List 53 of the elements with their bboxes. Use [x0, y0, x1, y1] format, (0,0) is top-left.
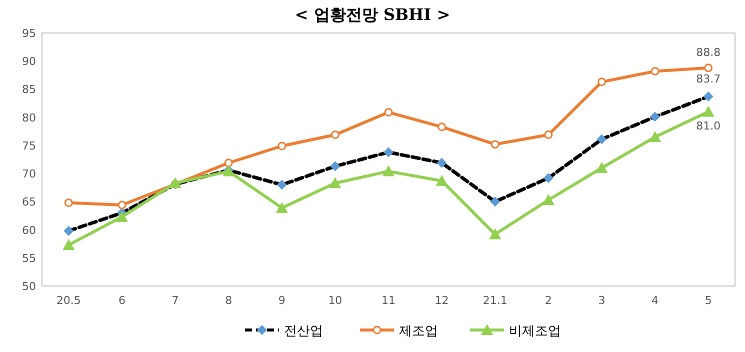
y-tick-label: 95 — [22, 27, 36, 40]
point — [650, 66, 660, 76]
x-tick-label: 4 — [652, 294, 659, 307]
point — [224, 158, 233, 168]
point — [597, 78, 606, 86]
x-tick-label: 3 — [598, 294, 606, 307]
y-tick-label: 75 — [22, 139, 36, 152]
point — [330, 130, 340, 140]
point — [544, 130, 553, 140]
point — [329, 177, 342, 188]
legend-label: 제조업 — [399, 324, 438, 339]
point — [116, 210, 128, 222]
y-tick-label: 90 — [22, 55, 36, 68]
data-label: 83.7 — [696, 72, 721, 86]
point — [649, 131, 662, 142]
point — [382, 165, 394, 176]
y-tick-label: 50 — [22, 280, 36, 293]
y-tick-label: 70 — [22, 168, 36, 181]
y-tick-label: 60 — [22, 224, 36, 237]
x-tick-label: 9 — [278, 294, 286, 307]
y-tick-label: 65 — [22, 196, 36, 209]
x-tick-label: 8 — [225, 294, 232, 307]
point — [436, 174, 448, 186]
data-label: 88.8 — [696, 46, 721, 59]
y-tick-label: 85 — [22, 83, 36, 96]
point — [278, 142, 286, 150]
legend-label: 비제조업 — [509, 324, 561, 339]
x-tick-label: 21.1 — [482, 294, 508, 307]
point — [704, 64, 713, 72]
point — [596, 162, 608, 173]
y-tick-label: 55 — [22, 252, 36, 265]
data-label: 81.0 — [696, 120, 721, 133]
point — [64, 198, 73, 208]
point — [276, 202, 288, 213]
x-tick-label: 10 — [328, 294, 342, 307]
point — [384, 108, 393, 117]
point — [489, 228, 502, 240]
x-tick-label: 20.5 — [56, 294, 81, 307]
x-tick-label: 7 — [172, 294, 179, 307]
chart-title: < 업황전망 SBHI > — [294, 5, 450, 24]
legend-label: 전산업 — [284, 324, 323, 339]
point — [438, 122, 446, 132]
x-tick-label: 11 — [382, 294, 396, 307]
y-tick-label: 80 — [22, 111, 36, 124]
point — [118, 200, 126, 210]
x-tick-label: 12 — [434, 294, 449, 307]
x-tick-label: 2 — [544, 294, 552, 307]
point — [490, 140, 500, 149]
point — [702, 106, 714, 117]
x-tick-label: 6 — [118, 294, 126, 307]
point — [62, 238, 75, 250]
point — [542, 194, 554, 205]
x-tick-label: 5 — [704, 294, 712, 307]
